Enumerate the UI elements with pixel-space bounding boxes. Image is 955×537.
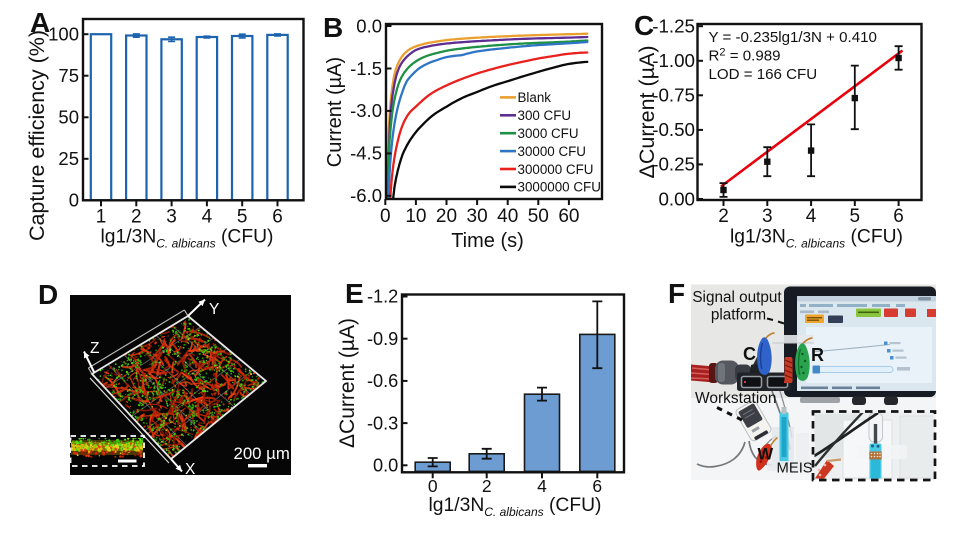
svg-text:300 CFU: 300 CFU [518,108,572,123]
svg-text:Y = -0.235lg1/3N + 0.410: Y = -0.235lg1/3N + 0.410 [709,29,877,46]
svg-text:ΔCurrent (µA): ΔCurrent (µA) [336,318,359,448]
svg-text:4: 4 [537,476,547,496]
svg-text:D: D [38,279,58,310]
svg-text:20: 20 [436,206,457,227]
svg-text:300000 CFU: 300000 CFU [518,162,594,177]
svg-text:A: A [30,7,50,38]
svg-text:0.0: 0.0 [373,456,398,476]
svg-text:lg1/3NC. albicans (CFU): lg1/3NC. albicans (CFU) [429,495,602,519]
svg-text:60: 60 [558,206,579,227]
svg-text:-0.6: -0.6 [367,371,398,391]
svg-text:E: E [345,278,364,309]
svg-text:100: 100 [48,24,79,45]
svg-text:Blank: Blank [518,90,552,105]
svg-text:6: 6 [893,206,904,227]
svg-text:1: 1 [96,206,107,227]
svg-text:-0.25: -0.25 [652,154,695,175]
svg-text:Time (s): Time (s) [451,230,524,252]
svg-text:Current (µA): Current (µA) [324,57,346,167]
svg-text:5: 5 [850,206,861,227]
svg-text:6: 6 [272,206,283,227]
svg-text:10: 10 [405,206,426,227]
svg-text:LOD = 166 CFU: LOD = 166 CFU [709,66,818,83]
svg-text:5: 5 [237,206,248,227]
svg-text:-0.9: -0.9 [367,329,398,349]
svg-text:platform: platform [711,307,766,324]
svg-text:0: 0 [428,476,438,496]
svg-text:3: 3 [166,206,177,227]
svg-text:50: 50 [58,107,79,128]
svg-text:R: R [811,345,824,365]
svg-text:75: 75 [58,65,79,86]
svg-text:0.0: 0.0 [356,15,382,36]
svg-text:2: 2 [718,206,729,227]
svg-text:-3.0: -3.0 [350,100,382,121]
svg-text:0: 0 [380,206,391,227]
svg-text:-0.50: -0.50 [652,119,695,140]
svg-text:W: W [758,446,774,464]
svg-text:40: 40 [497,206,518,227]
svg-text:Y: Y [209,301,219,318]
svg-text:X: X [185,461,196,478]
svg-text:B: B [323,12,343,43]
svg-text:-4.5: -4.5 [350,143,382,164]
svg-text:3000000 CFU: 3000000 CFU [518,180,601,195]
svg-text:3: 3 [762,206,773,227]
svg-text:2: 2 [131,206,142,227]
svg-text:30: 30 [467,206,488,227]
svg-text:MEIS: MEIS [777,461,813,477]
svg-text:3000 CFU: 3000 CFU [518,126,579,141]
svg-text:F: F [668,278,685,309]
svg-text:Z: Z [90,340,99,357]
svg-text:4: 4 [806,206,817,227]
svg-text:0.00: 0.00 [658,188,695,209]
svg-text:R2 = 0.989: R2 = 0.989 [709,47,781,65]
svg-text:-6.0: -6.0 [350,185,382,206]
svg-text:0: 0 [69,190,79,211]
svg-text:ΔCurrent (µA): ΔCurrent (µA) [635,45,659,178]
svg-text:Capture efficiency (%): Capture efficiency (%) [25,30,49,241]
svg-text:-1.00: -1.00 [652,50,695,71]
svg-text:C: C [743,344,756,364]
svg-text:200 µm: 200 µm [234,444,290,463]
svg-text:-1.5: -1.5 [350,58,382,79]
svg-text:2: 2 [482,476,492,496]
svg-text:-0.3: -0.3 [367,413,398,433]
svg-text:Signal output: Signal output [692,289,782,306]
svg-text:25: 25 [58,148,79,169]
svg-text:6: 6 [592,476,602,496]
svg-text:30000 CFU: 30000 CFU [518,144,586,159]
svg-text:50: 50 [528,206,549,227]
svg-text:C: C [634,10,654,41]
svg-text:-1.25: -1.25 [652,16,695,37]
svg-text:-0.75: -0.75 [652,85,695,106]
svg-text:-1.2: -1.2 [367,287,398,307]
svg-text:lg1/3NC. albicans (CFU): lg1/3NC. albicans (CFU) [730,227,903,251]
svg-text:4: 4 [202,206,213,227]
svg-text:Workstation: Workstation [695,390,777,407]
